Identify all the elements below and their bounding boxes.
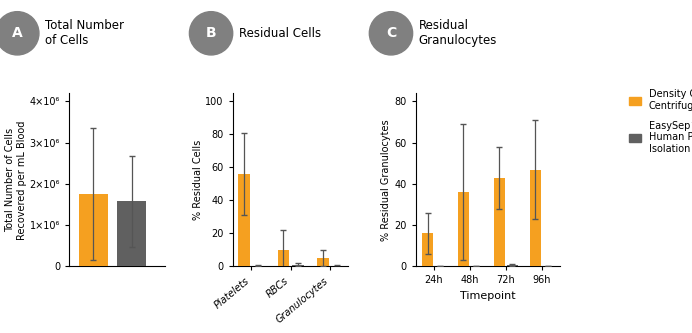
X-axis label: Timepoint: Timepoint [460, 291, 516, 301]
Bar [317, 258, 329, 266]
Legend: Density Gradient
Centrifugation, EasySep™ Direct
Human PBMC
Isolation Kit: Density Gradient Centrifugation, EasySep… [629, 90, 692, 154]
Text: B: B [206, 26, 217, 40]
Y-axis label: % Residual Cells: % Residual Cells [192, 140, 203, 220]
Text: A: A [12, 26, 23, 40]
Y-axis label: Total Number of Cells
Recovered per mL Blood: Total Number of Cells Recovered per mL B… [6, 120, 27, 239]
Y-axis label: % Residual Granulocytes: % Residual Granulocytes [381, 119, 392, 241]
Bar [118, 201, 146, 266]
Bar [422, 233, 433, 266]
Bar [458, 192, 468, 266]
Text: C: C [386, 26, 396, 40]
Bar [530, 169, 540, 266]
Bar [494, 178, 504, 266]
Bar [238, 174, 250, 266]
Text: Residual Cells: Residual Cells [239, 27, 321, 40]
Bar [507, 265, 518, 266]
Bar [277, 250, 289, 266]
Bar [79, 194, 108, 266]
Text: Residual
Granulocytes: Residual Granulocytes [419, 19, 497, 47]
Bar [292, 265, 304, 266]
Text: Total Number
of Cells: Total Number of Cells [45, 19, 124, 47]
